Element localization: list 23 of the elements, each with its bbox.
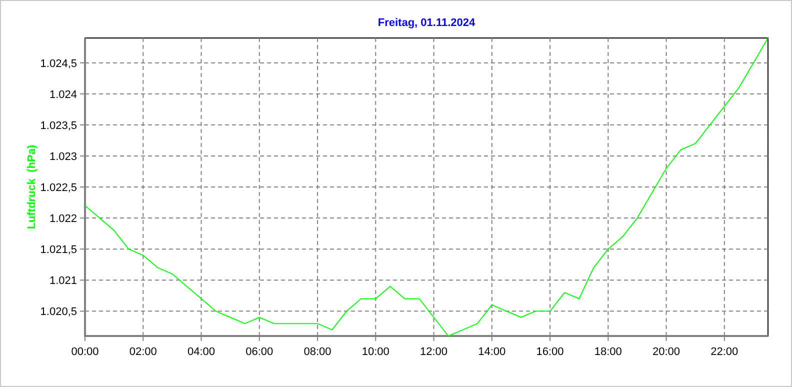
x-tick-label: 16:00 bbox=[536, 346, 564, 358]
y-tick-label: 1.022,5 bbox=[40, 182, 77, 194]
y-tick-label: 1.023,5 bbox=[40, 120, 77, 132]
x-tick-label: 10:00 bbox=[362, 346, 390, 358]
y-tick-label: 1.020,5 bbox=[40, 306, 77, 318]
chart-title: Freitag, 01.11.2024 bbox=[378, 17, 476, 29]
y-tick-label: 1.021 bbox=[49, 275, 77, 288]
x-tick-label: 06:00 bbox=[246, 346, 274, 358]
y-tick-label: 1.024 bbox=[49, 88, 77, 101]
y-axis-title: Luftdruck (hPa) bbox=[26, 144, 38, 230]
x-tick-label: 08:00 bbox=[304, 346, 332, 358]
x-tick-label: 20:00 bbox=[652, 346, 680, 358]
x-tick-label: 02:00 bbox=[129, 346, 157, 358]
y-tick-label: 1.021,5 bbox=[40, 244, 77, 256]
x-tick-label: 22:00 bbox=[710, 346, 738, 358]
x-tick-label: 18:00 bbox=[594, 346, 622, 358]
y-tick-label: 1.022 bbox=[49, 213, 77, 226]
x-tick-label: 00:00 bbox=[71, 346, 99, 358]
x-tick-label: 12:00 bbox=[420, 346, 448, 358]
x-tick-label: 04:00 bbox=[187, 346, 216, 358]
y-tick-label: 1.023 bbox=[49, 150, 77, 163]
x-tick-label: 14:00 bbox=[478, 346, 506, 358]
y-tick-label: 1.024,5 bbox=[40, 58, 77, 70]
